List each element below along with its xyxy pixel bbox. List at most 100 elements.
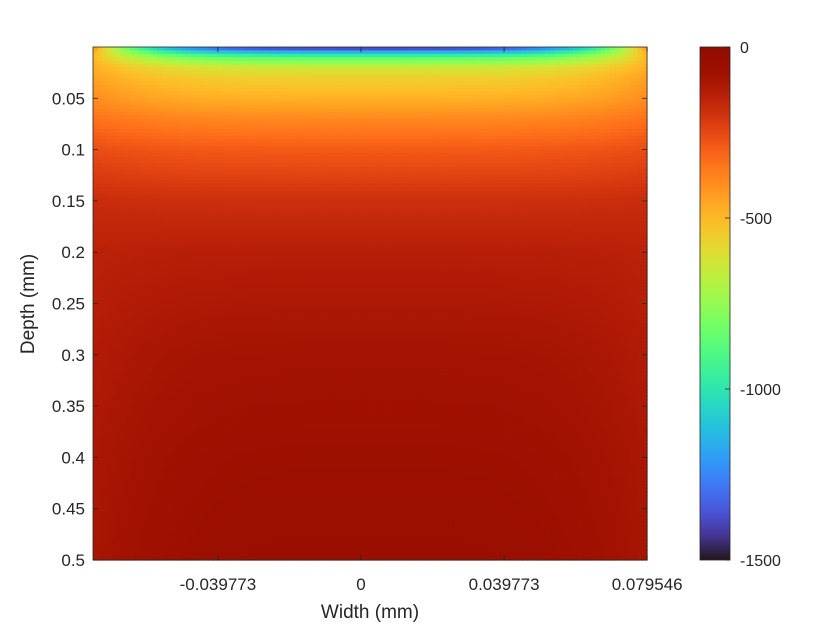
heatmap-cell: [226, 146, 233, 151]
heatmap-cell: [143, 166, 149, 171]
heatmap-cell: [365, 125, 371, 130]
heatmap-cell: [323, 81, 330, 86]
heatmap-cell: [388, 111, 394, 116]
heatmap-cell: [610, 142, 616, 147]
heatmap-cell: [628, 149, 634, 154]
heatmap-cell: [129, 135, 136, 140]
heatmap-cell: [365, 156, 371, 161]
heatmap-cell: [485, 60, 491, 65]
heatmap-cell: [462, 170, 468, 175]
heatmap-cell: [129, 149, 136, 154]
heatmap-cell: [457, 67, 463, 72]
heatmap-cell: [420, 70, 426, 75]
heatmap-cell: [443, 105, 450, 110]
heatmap-cell: [623, 176, 630, 181]
heatmap-cell: [416, 60, 422, 65]
heatmap-cell: [383, 47, 390, 52]
heatmap-cell: [222, 176, 228, 181]
heatmap-cell: [568, 125, 574, 130]
heatmap-cell: [522, 132, 528, 137]
heatmap-cell: [305, 146, 311, 151]
heatmap-cell: [106, 122, 113, 127]
heatmap-cell: [642, 146, 648, 151]
heatmap-cell: [406, 64, 413, 69]
heatmap-cell: [240, 139, 246, 144]
heatmap-cell: [240, 125, 246, 130]
heatmap-cell: [586, 135, 593, 140]
heatmap-cell: [591, 53, 597, 58]
heatmap-cell: [388, 146, 394, 151]
heatmap-cell: [254, 84, 260, 89]
heatmap-cell: [93, 60, 99, 65]
heatmap-cell: [231, 64, 237, 69]
heatmap-cell: [291, 153, 297, 158]
heatmap-cell: [245, 173, 251, 178]
heatmap-cell: [503, 122, 510, 127]
heatmap-cell: [434, 122, 440, 127]
heatmap-cell: [254, 60, 260, 65]
heatmap-cell: [226, 118, 233, 123]
heatmap-cell: [111, 84, 117, 89]
heatmap-cell: [453, 47, 459, 52]
heatmap-cell: [231, 159, 237, 164]
heatmap-cell: [619, 77, 625, 82]
heatmap-cell: [476, 139, 482, 144]
heatmap-cell: [526, 64, 533, 69]
heatmap-cell: [499, 166, 505, 171]
heatmap-cell: [148, 176, 154, 181]
heatmap-cell: [328, 67, 334, 72]
heatmap-cell: [559, 67, 565, 72]
heatmap-cell: [171, 94, 177, 99]
heatmap-cell: [263, 159, 270, 164]
heatmap-cell: [245, 180, 251, 185]
heatmap-cell: [180, 115, 186, 120]
heatmap-cell: [499, 118, 505, 123]
heatmap-cell: [263, 101, 270, 106]
heatmap-cell: [374, 101, 380, 106]
heatmap-cell: [300, 156, 306, 161]
heatmap-cell: [300, 142, 306, 147]
heatmap-cell: [476, 183, 482, 188]
heatmap-cell: [245, 118, 251, 123]
heatmap-cell: [328, 125, 334, 130]
heatmap-cell: [383, 108, 390, 113]
heatmap-cell: [443, 183, 450, 188]
heatmap-cell: [296, 149, 302, 154]
heatmap-cell: [430, 170, 436, 175]
heatmap-cell: [282, 81, 288, 86]
heatmap-cell: [259, 170, 265, 175]
heatmap-cell: [365, 170, 371, 175]
heatmap-cell: [194, 125, 200, 130]
heatmap-cell: [333, 146, 339, 151]
heatmap-cell: [314, 111, 320, 116]
heatmap-cell: [476, 166, 482, 171]
heatmap-cell: [637, 153, 643, 158]
heatmap-cell: [148, 101, 154, 106]
heatmap-cell: [176, 74, 182, 79]
heatmap-cell: [503, 115, 510, 120]
heatmap-cell: [416, 122, 422, 127]
heatmap-cell: [203, 47, 210, 52]
heatmap-cell: [563, 64, 570, 69]
heatmap-cell: [466, 139, 473, 144]
heatmap-cell: [97, 142, 103, 147]
heatmap-cell: [286, 88, 293, 93]
heatmap-cell: [97, 108, 103, 113]
heatmap-cell: [194, 139, 200, 144]
heatmap-cell: [577, 101, 583, 106]
heatmap-cell: [305, 132, 311, 137]
heatmap-cell: [360, 132, 366, 137]
heatmap-cell: [171, 122, 177, 127]
heatmap-cell: [411, 111, 417, 116]
heatmap-cell: [388, 153, 394, 158]
heatmap-cell: [614, 170, 620, 175]
heatmap-cell: [402, 183, 408, 188]
heatmap-cell: [379, 142, 385, 147]
heatmap-cell: [314, 47, 320, 52]
heatmap-cell: [536, 57, 542, 62]
heatmap-cell: [249, 159, 256, 164]
heatmap-cell: [319, 135, 325, 140]
heatmap-cell: [379, 64, 385, 69]
heatmap-cell: [494, 166, 500, 171]
heatmap-cell: [642, 53, 648, 58]
